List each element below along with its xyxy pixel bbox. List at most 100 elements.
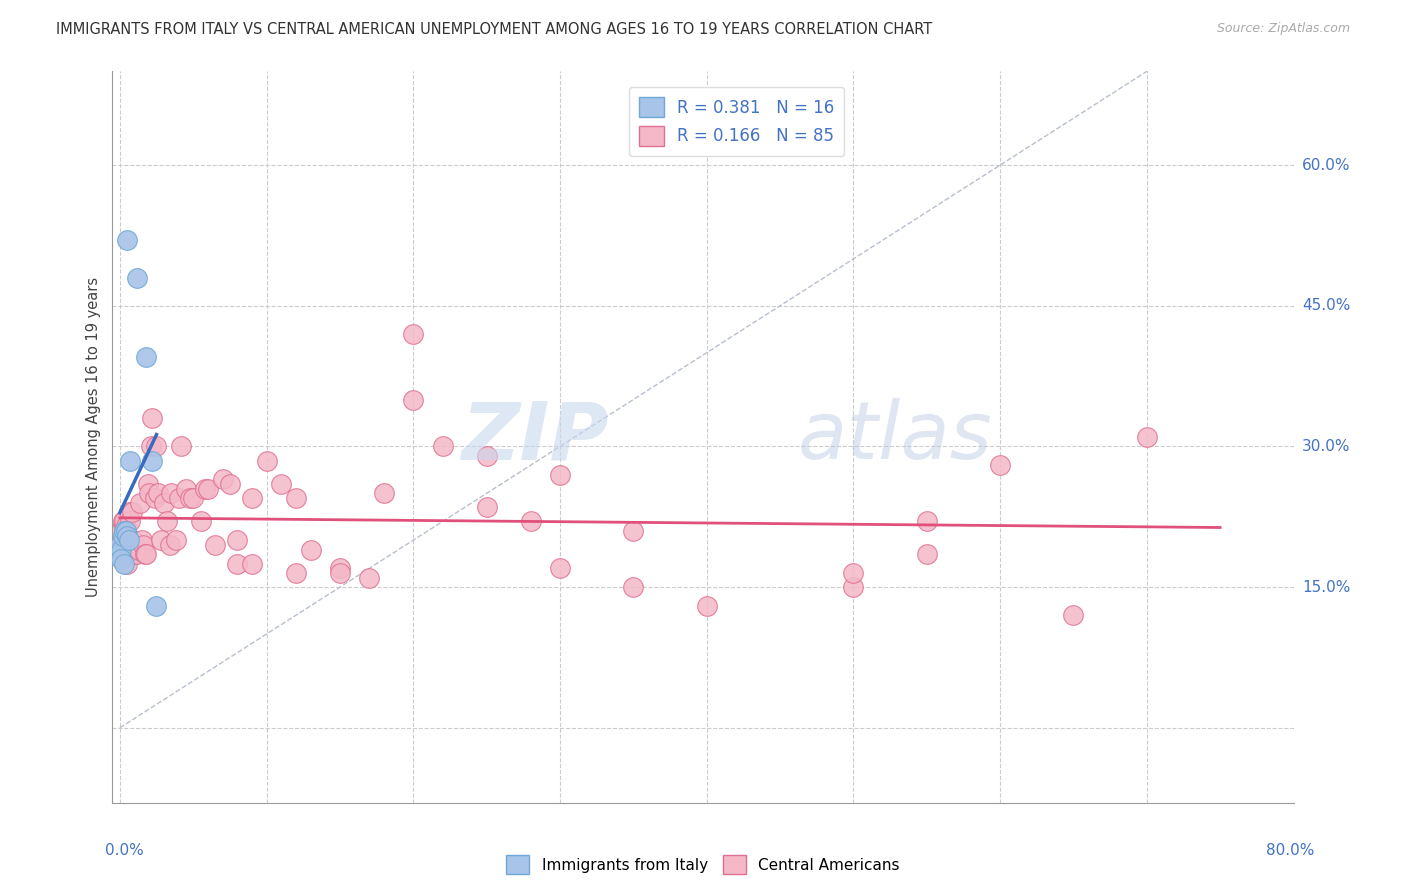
Text: Source: ZipAtlas.com: Source: ZipAtlas.com — [1216, 22, 1350, 36]
Text: atlas: atlas — [797, 398, 993, 476]
Point — [120, 538, 142, 552]
Point — [359, 571, 381, 585]
Point — [110, 542, 132, 557]
Point — [135, 547, 157, 561]
Text: 60.0%: 60.0% — [1302, 158, 1350, 173]
Point — [128, 542, 150, 557]
Point — [115, 557, 138, 571]
Point — [115, 528, 138, 542]
Point — [117, 533, 139, 548]
Point — [146, 486, 169, 500]
Point — [136, 477, 159, 491]
Point — [256, 453, 278, 467]
Point — [120, 515, 142, 529]
Point — [153, 496, 176, 510]
Point — [402, 326, 425, 341]
Point — [1062, 608, 1084, 623]
Point — [127, 547, 149, 561]
Point — [108, 547, 131, 561]
Point — [111, 528, 134, 542]
Point — [129, 496, 152, 510]
Point — [134, 547, 156, 561]
Text: ZIP: ZIP — [461, 398, 609, 476]
Point — [226, 533, 249, 548]
Point — [696, 599, 718, 613]
Point — [181, 491, 204, 505]
Point — [117, 505, 139, 519]
Point — [475, 449, 498, 463]
Point — [124, 547, 146, 561]
Point — [226, 557, 249, 571]
Point — [842, 580, 865, 594]
Point — [115, 547, 138, 561]
Point — [145, 440, 167, 454]
Point — [120, 453, 142, 467]
Point — [621, 580, 644, 594]
Point — [519, 515, 541, 529]
Point — [915, 515, 938, 529]
Point — [204, 538, 226, 552]
Point — [111, 515, 134, 529]
Point — [112, 557, 135, 571]
Point — [141, 453, 163, 467]
Point — [110, 538, 132, 552]
Legend: R = 0.381   N = 16, R = 0.166   N = 85: R = 0.381 N = 16, R = 0.166 N = 85 — [628, 87, 844, 156]
Legend: Immigrants from Italy, Central Americans: Immigrants from Italy, Central Americans — [501, 849, 905, 880]
Point — [138, 486, 160, 500]
Point — [170, 440, 193, 454]
Point — [548, 467, 571, 482]
Point — [329, 566, 352, 580]
Point — [139, 440, 162, 454]
Point — [988, 458, 1011, 473]
Point — [190, 515, 212, 529]
Text: 15.0%: 15.0% — [1302, 580, 1350, 595]
Text: 0.0%: 0.0% — [105, 843, 145, 858]
Point — [121, 505, 143, 519]
Point — [915, 547, 938, 561]
Point — [475, 500, 498, 515]
Point — [125, 542, 148, 557]
Point — [145, 599, 167, 613]
Point — [108, 542, 131, 557]
Text: IMMIGRANTS FROM ITALY VS CENTRAL AMERICAN UNEMPLOYMENT AMONG AGES 16 TO 19 YEARS: IMMIGRANTS FROM ITALY VS CENTRAL AMERICA… — [56, 22, 932, 37]
Point — [110, 524, 132, 538]
Point — [211, 472, 233, 486]
Point — [122, 533, 145, 548]
Point — [270, 477, 292, 491]
Point — [160, 486, 183, 500]
Point — [240, 557, 263, 571]
Point — [174, 482, 197, 496]
Point — [402, 392, 425, 407]
Point — [621, 524, 644, 538]
Point — [156, 515, 179, 529]
Point — [141, 411, 163, 425]
Point — [842, 566, 865, 580]
Point — [197, 482, 219, 496]
Point — [1136, 430, 1159, 444]
Point — [111, 538, 134, 552]
Point — [112, 519, 135, 533]
Point — [159, 538, 181, 552]
Point — [112, 528, 135, 542]
Point — [373, 486, 395, 500]
Point — [108, 524, 131, 538]
Point — [218, 477, 240, 491]
Point — [165, 533, 187, 548]
Point — [112, 515, 135, 529]
Point — [329, 561, 352, 575]
Point — [114, 524, 136, 538]
Point — [124, 538, 146, 552]
Point — [432, 440, 454, 454]
Point — [127, 270, 149, 285]
Y-axis label: Unemployment Among Ages 16 to 19 years: Unemployment Among Ages 16 to 19 years — [86, 277, 101, 597]
Text: 45.0%: 45.0% — [1302, 298, 1350, 313]
Point — [108, 538, 131, 552]
Point — [135, 351, 157, 365]
Point — [110, 552, 132, 566]
Text: 30.0%: 30.0% — [1302, 439, 1350, 454]
Text: 80.0%: 80.0% — [1267, 843, 1315, 858]
Point — [114, 524, 136, 538]
Point — [299, 542, 322, 557]
Point — [112, 524, 135, 538]
Point — [115, 233, 138, 247]
